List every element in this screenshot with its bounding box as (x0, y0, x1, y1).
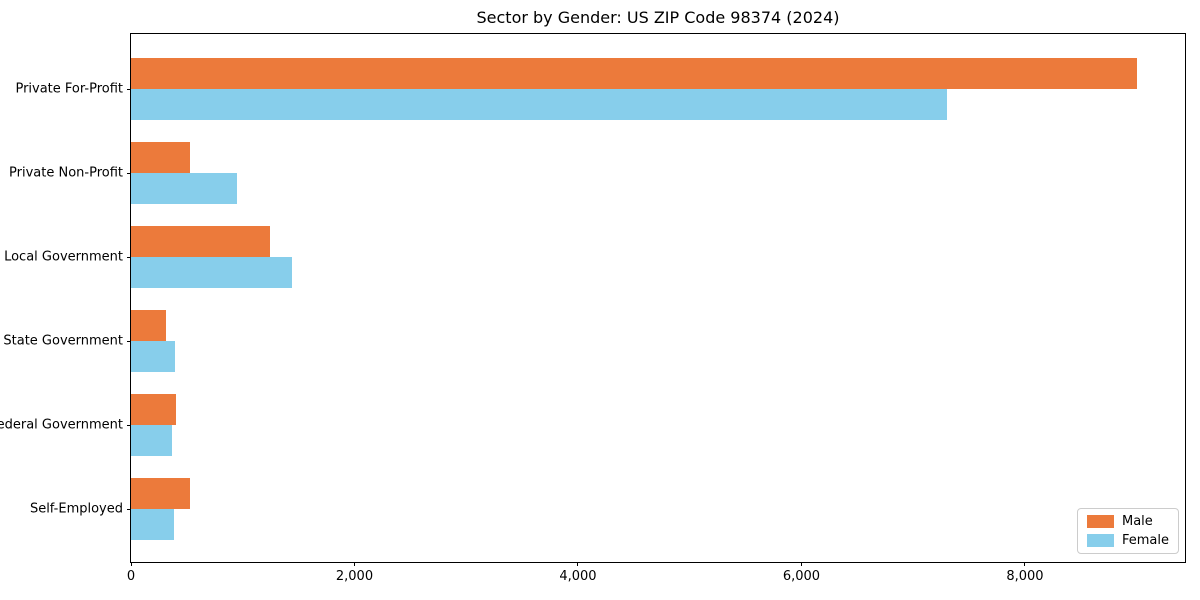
plot-area: Male Female Private For-Profit Private Non… (0, 33, 1186, 584)
legend-label-female: Female (1121, 533, 1169, 548)
y-tick-mark-state-government (127, 340, 131, 342)
legend-entry-male: Male (1086, 514, 1169, 529)
x-tick-label-2-000: 2,000 (335, 569, 374, 584)
x-tick-label-6-000: 6,000 (782, 569, 821, 584)
legend-swatch-female-icon (1086, 534, 1114, 547)
bar-male-private-non-profit (131, 142, 191, 173)
x-tick-label-4-000: 4,000 (559, 569, 597, 584)
legend-label-male: Male (1121, 514, 1153, 529)
x-tick-mark-8-000 (1024, 562, 1026, 566)
bar-male-federal-government (131, 394, 176, 425)
legend-swatch-male-icon (1086, 515, 1114, 528)
bar-male-private-for-profit (131, 58, 1137, 89)
x-tick-mark-0 (130, 562, 132, 566)
y-tick-label-private-for-profit: Private For-Profit (15, 81, 123, 97)
y-tick-label-local-government: Local Government (4, 249, 123, 265)
bar-female-private-non-profit (131, 173, 238, 204)
bar-male-state-government (131, 310, 166, 341)
y-tick-label-state-government: State Government (3, 333, 123, 349)
legend: Male Female (1076, 508, 1179, 554)
bar-female-self-employed (131, 509, 174, 540)
x-tick-label-8-000: 8,000 (1006, 569, 1044, 584)
bar-female-federal-government (131, 425, 173, 456)
y-tick-mark-private-for-profit (127, 88, 131, 90)
x-tick-mark-6-000 (800, 562, 802, 566)
bar-male-local-government (131, 226, 270, 257)
y-tick-mark-private-non-profit (127, 172, 131, 174)
chart-title: Sector by Gender: US ZIP Code 98374 (202… (476, 8, 840, 27)
bar-male-self-employed (131, 478, 191, 509)
x-tick-label-0: 0 (126, 569, 136, 584)
bar-female-local-government (131, 257, 292, 288)
y-tick-label-private-non-profit: Private Non-Profit (9, 165, 123, 181)
bar-female-private-for-profit (131, 89, 947, 120)
y-tick-label-self-employed: Self-Employed (29, 501, 123, 517)
y-tick-mark-local-government (127, 256, 131, 258)
y-tick-label-federal-government: Federal Government (0, 417, 123, 433)
x-tick-mark-2-000 (353, 562, 355, 566)
y-tick-mark-federal-government (127, 424, 131, 426)
y-tick-mark-self-employed (127, 508, 131, 510)
legend-entry-female: Female (1086, 533, 1169, 548)
x-tick-mark-4-000 (577, 562, 579, 566)
bar-female-state-government (131, 341, 175, 372)
